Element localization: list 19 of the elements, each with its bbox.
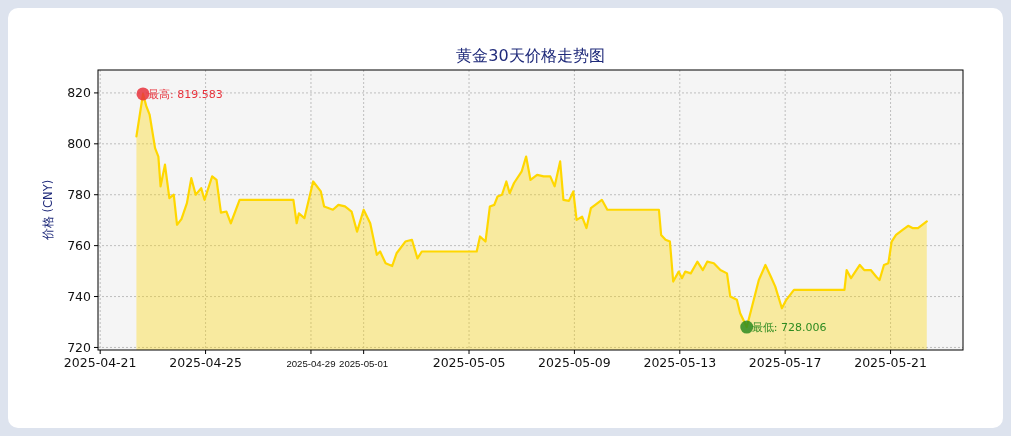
x-tick-label: 2025-05-05 (432, 355, 506, 370)
y-tick-label: 800 (67, 136, 92, 152)
x-tick-label: 2025-04-25 (169, 355, 242, 370)
y-tick-label: 740 (67, 289, 92, 305)
y-tick-label: 720 (67, 339, 92, 355)
x-tick-label: 2025-05-13 (643, 355, 717, 370)
x-tick-label: 2025-04-29 (286, 358, 336, 369)
x-tick-label: 2025-05-01 (339, 358, 389, 369)
x-tick-label: 2025-05-21 (854, 355, 927, 370)
x-tick-label: 2025-05-09 (538, 355, 611, 370)
y-tick-label: 780 (67, 187, 92, 203)
chart-title: 黄金30天价格走势图 (456, 46, 605, 65)
x-tick-label: 2025-04-21 (63, 355, 137, 370)
y-axis-title: 价格 (CNY) (41, 179, 55, 242)
y-tick-label: 820 (67, 85, 92, 101)
annotation: 最高: 819.583 (148, 87, 223, 101)
y-tick-label: 760 (67, 238, 92, 254)
x-tick-label: 2025-05-17 (748, 355, 822, 370)
annotation: 最低: 728.006 (751, 321, 827, 335)
